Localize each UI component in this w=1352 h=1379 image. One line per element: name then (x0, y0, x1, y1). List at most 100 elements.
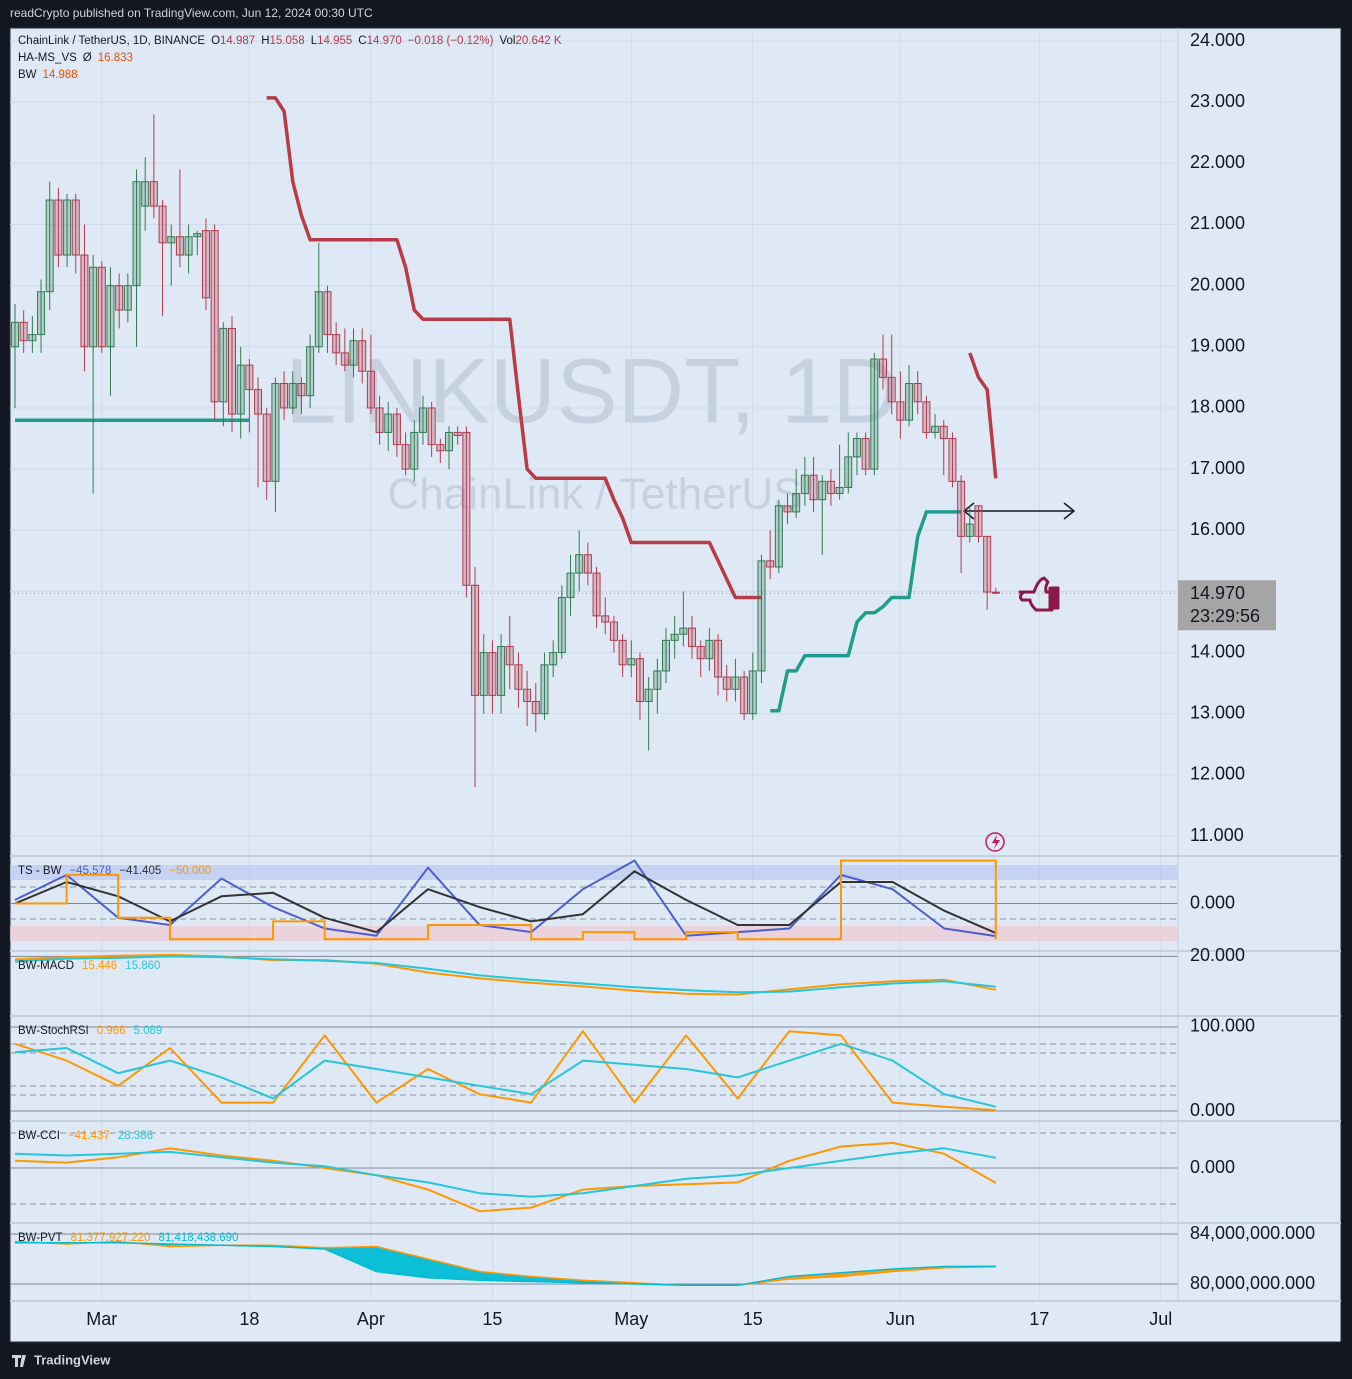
x-tick-label: Jun (886, 1309, 915, 1329)
indicator-line (15, 1242, 996, 1287)
candle-body (566, 572, 575, 599)
y-tick-label: 19.000 (1190, 336, 1245, 356)
indicator-line (14, 1030, 996, 1112)
legend-item: 81,418,438.690 (158, 1232, 238, 1244)
candle-body (939, 425, 948, 440)
x-tick-label: Apr (357, 1309, 385, 1329)
candle-body (427, 407, 436, 446)
legend-item: 0.966 (97, 1025, 126, 1037)
indicator-line (14, 870, 997, 935)
legend-item: 14.970 (367, 35, 402, 47)
legend-item: ChainLink / TetherUS, 1D, BINANCE (18, 35, 205, 47)
candle-body (106, 285, 115, 348)
candle-body (297, 382, 306, 397)
candle-body (210, 230, 219, 403)
candle-body (740, 676, 749, 715)
candle-body (479, 652, 488, 696)
candle-body (358, 340, 367, 372)
candle-body (531, 700, 540, 715)
indicator-line (14, 1147, 996, 1198)
candle-body (679, 627, 688, 635)
candle-body (818, 480, 827, 501)
candle-body (835, 486, 844, 495)
y-tick-label: 14.000 (1190, 641, 1245, 661)
candle-body (384, 413, 393, 433)
indicator-line (14, 953, 996, 996)
x-tick-label: 15 (482, 1309, 502, 1329)
legend-item: −0.018 (−0.12%) (408, 35, 494, 47)
legend-item: BW-CCI (18, 1130, 60, 1142)
candle-body (523, 688, 532, 702)
candle-body (896, 401, 905, 421)
candle-body (540, 664, 549, 715)
legend-item: TS - BW (18, 865, 62, 877)
candle-body (158, 205, 167, 244)
pane-legend: BW-MACD 15.446 15.860 (18, 960, 160, 972)
legend-item: −45.578 (69, 865, 111, 877)
candle-body (271, 382, 280, 482)
publish-note: readCrypto published on TradingView.com,… (10, 6, 373, 20)
candle-body (887, 376, 896, 403)
pane-legend: BW-PVT 81,377,927.220 81,418,438.690 (18, 1232, 238, 1244)
candle-body (280, 382, 289, 409)
candle-body (696, 645, 705, 660)
candle-body (861, 438, 870, 470)
candle-body (323, 291, 332, 336)
candle-body (366, 370, 375, 409)
candle-body (28, 334, 37, 342)
pane-legend: TS - BW −45.578 −41.405 −50.000 (18, 865, 211, 877)
y-tick-label: 80,000,000.000 (1190, 1273, 1315, 1293)
candle-body (11, 321, 19, 348)
candle-body (149, 181, 158, 207)
candle-body (436, 444, 445, 452)
candle-body (418, 407, 427, 433)
price-box (1178, 580, 1276, 631)
y-tick-label: 0.000 (1190, 892, 1235, 912)
candle-body (80, 254, 89, 348)
candle-body (453, 431, 462, 436)
candle-body (983, 535, 992, 593)
candle-body (609, 621, 618, 641)
candle-body (349, 340, 358, 366)
candle-body (757, 560, 766, 672)
legend-item: 14.988 (43, 69, 78, 81)
legend-item: −50.000 (169, 865, 211, 877)
ha-lower-line (15, 418, 962, 713)
y-tick-label: 0.000 (1190, 1157, 1235, 1177)
candle-body (705, 639, 714, 660)
legend-item: H (261, 35, 269, 47)
y-tick-label: 22.000 (1190, 152, 1245, 172)
hand-icon (1018, 576, 1060, 612)
candle-body (175, 236, 184, 256)
candle-body (505, 645, 514, 666)
candle-body (549, 652, 558, 666)
y-tick-label: 13.000 (1190, 702, 1245, 722)
y-tick-label: 84,000,000.000 (1190, 1223, 1315, 1243)
legend-item: O (211, 35, 220, 47)
candle-body (618, 639, 627, 666)
chart-area (9, 27, 1342, 1343)
candle-body (123, 285, 132, 311)
candle-body (974, 505, 983, 537)
candle-body (809, 474, 818, 501)
legend-item: 15.058 (270, 35, 305, 47)
legend-item: Vol (499, 35, 515, 47)
candle-body (141, 181, 150, 207)
candle-body (601, 615, 610, 623)
candle-body (19, 321, 28, 342)
candle-body (792, 493, 801, 513)
candle-body (332, 334, 341, 354)
candle-body (931, 425, 940, 433)
legend-item: 28.386 (118, 1130, 153, 1142)
candle-body (245, 364, 254, 391)
candle-body (71, 199, 80, 256)
candle-body (774, 505, 783, 568)
legend-item: −41.437 (68, 1130, 110, 1142)
candle-body (913, 382, 922, 403)
candle-body (262, 413, 271, 482)
step-line (15, 859, 997, 941)
legend-item: 20.642 K (515, 35, 561, 47)
lightning-icon (985, 832, 1005, 852)
